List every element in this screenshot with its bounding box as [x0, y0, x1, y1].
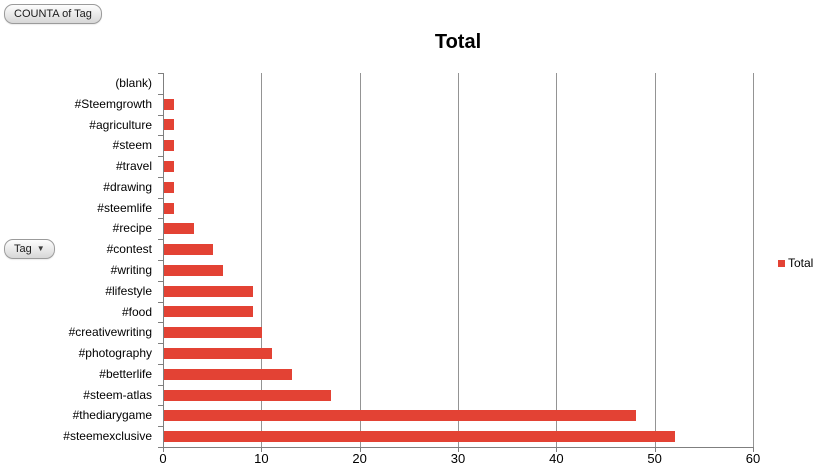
y-axis-tick [158, 198, 163, 199]
x-axis-tick [261, 448, 263, 452]
y-axis-tick [158, 302, 163, 303]
bar[interactable] [164, 161, 174, 172]
x-axis-tick [556, 448, 558, 452]
gridline [654, 73, 656, 447]
bar[interactable] [164, 119, 174, 131]
y-axis-tick [158, 364, 163, 365]
gridline [458, 73, 459, 447]
y-axis-tick [158, 135, 163, 136]
gridline [359, 73, 361, 447]
chart-title: Total [434, 31, 482, 53]
legend-swatch [778, 259, 785, 267]
y-axis-tick [158, 156, 163, 157]
x-axis-tick [654, 448, 656, 452]
legend: Total [778, 256, 813, 270]
y-axis-tick [158, 343, 163, 344]
x-axis-tick [458, 448, 459, 452]
category-label: #steem [112, 138, 152, 153]
gridline [261, 73, 263, 447]
category-label: #photography [78, 346, 152, 361]
x-axis-tick [163, 448, 164, 452]
category-label: #food [121, 304, 152, 319]
bar[interactable] [164, 223, 194, 235]
category-label: #travel [115, 159, 152, 174]
y-axis-tick [158, 73, 163, 74]
category-label: #recipe [112, 221, 152, 236]
x-axis-line [162, 447, 754, 448]
bar[interactable] [164, 181, 174, 193]
bar[interactable] [164, 410, 636, 422]
x-tick-label: 10 [254, 451, 269, 466]
y-axis-tick [158, 281, 163, 282]
bar[interactable] [164, 98, 174, 110]
category-label: #lifestyle [105, 283, 152, 298]
bar[interactable] [164, 327, 263, 339]
x-tick-label: 60 [745, 451, 761, 466]
x-tick-label: 50 [647, 451, 662, 466]
gridline [556, 73, 558, 447]
y-axis-tick [158, 260, 163, 261]
y-axis-line [163, 73, 164, 448]
category-label: #steem-atlas [83, 387, 152, 402]
plot-area [158, 73, 754, 452]
bar[interactable] [164, 202, 174, 214]
pivot-value-field-button[interactable]: COUNTA of Tag [4, 4, 102, 24]
category-label: #creativewriting [68, 325, 152, 340]
bar[interactable] [164, 140, 174, 152]
dropdown-arrow-icon: ▼ [36, 244, 45, 253]
category-label: (blank) [115, 76, 152, 90]
pivot-row-field-label: Tag [14, 243, 32, 255]
bar[interactable] [164, 264, 223, 276]
category-label: #drawing [103, 179, 152, 194]
category-label: #steemexclusive [63, 429, 152, 444]
bar[interactable] [164, 348, 273, 359]
bar[interactable] [164, 389, 332, 401]
category-label: #Steemgrowth [74, 96, 152, 111]
category-label: #betterlife [99, 366, 152, 381]
y-axis-tick [158, 385, 163, 386]
x-axis-tick [753, 448, 754, 452]
legend-label: Total [788, 256, 814, 270]
x-tick-label: 0 [159, 451, 167, 466]
value-axis-labels: 0 10 20 30 40 50 60 [159, 451, 760, 467]
bar[interactable] [164, 285, 253, 297]
category-label: #writing [110, 263, 152, 277]
x-axis-tick [359, 448, 361, 452]
y-axis-tick [158, 115, 163, 116]
category-label: #agriculture [89, 117, 152, 132]
pivot-value-field-label: COUNTA of Tag [14, 8, 92, 20]
y-axis-tick [158, 239, 163, 240]
y-axis-tick [158, 218, 163, 219]
x-tick-label: 20 [352, 451, 367, 466]
y-axis-tick [158, 177, 163, 178]
pivot-row-field-button[interactable]: Tag ▼ [4, 239, 55, 259]
bar[interactable] [164, 431, 676, 443]
y-axis-tick [158, 94, 163, 95]
category-label: #contest [106, 242, 152, 257]
x-tick-label: 30 [450, 451, 466, 466]
y-axis-tick [158, 322, 163, 323]
x-tick-label: 40 [549, 451, 564, 466]
category-label: #thediarygame [72, 408, 152, 423]
bar[interactable] [164, 244, 214, 256]
y-axis-tick [158, 447, 163, 448]
gridline [753, 73, 754, 447]
y-axis-tick [158, 426, 163, 427]
bar[interactable] [164, 306, 253, 318]
y-axis-tick [158, 405, 163, 406]
category-axis-labels: (blank) #Steemgrowth #agriculture #steem #tr… [0, 73, 157, 447]
bar[interactable] [164, 368, 292, 380]
category-label: #steemlife [97, 200, 152, 215]
